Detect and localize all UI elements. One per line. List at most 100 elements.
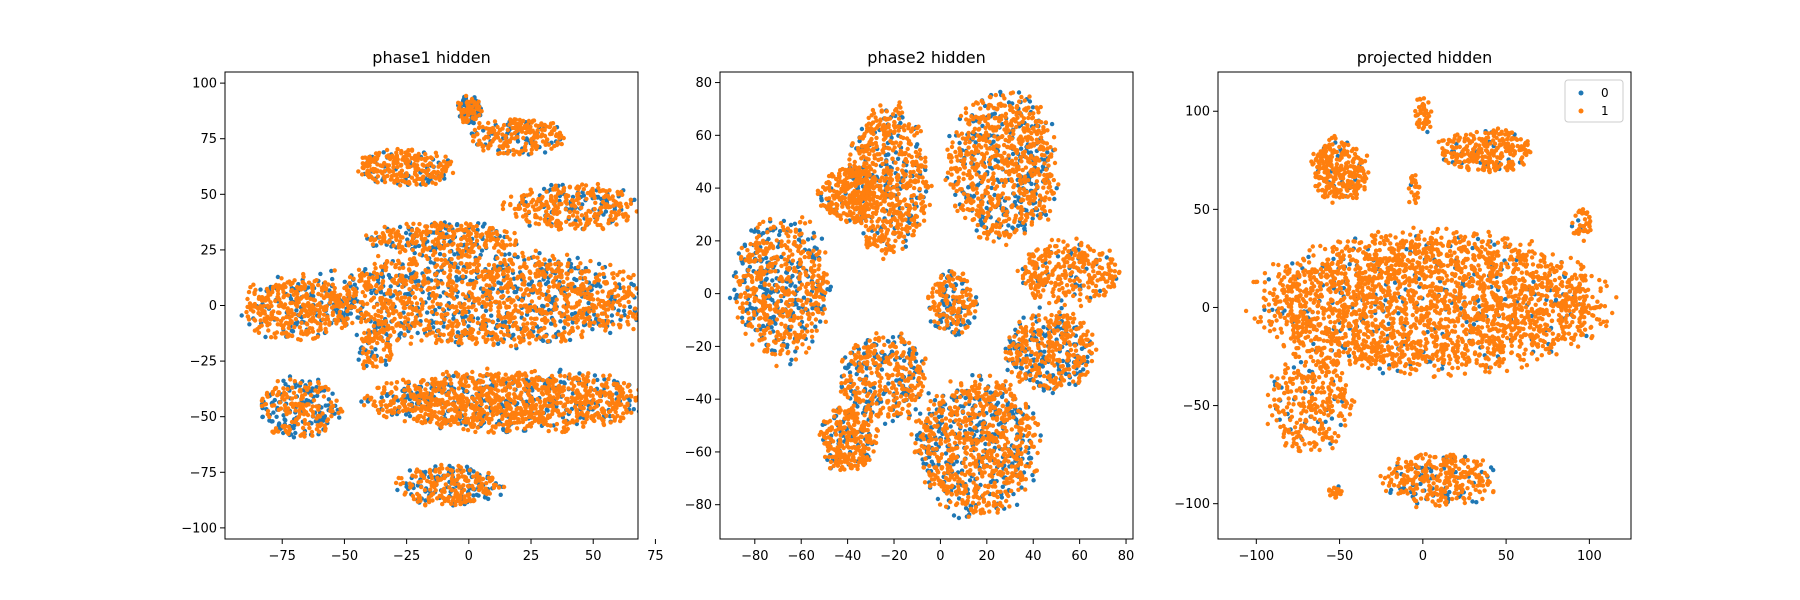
- scatter-point: [557, 201, 562, 207]
- scatter-point: [440, 281, 445, 286]
- scatter-point: [396, 405, 402, 410]
- scatter-point: [586, 300, 591, 306]
- scatter-point: [526, 305, 531, 310]
- scatter-point: [526, 292, 531, 298]
- scatter-point: [574, 418, 580, 423]
- scatter-point: [570, 213, 576, 218]
- scatter-point: [295, 422, 301, 427]
- scatter-point: [488, 270, 493, 275]
- scatter-point: [618, 418, 623, 424]
- scatter-point: [439, 257, 444, 263]
- scatter-point: [547, 221, 552, 227]
- scatter-point: [294, 302, 299, 308]
- scatter-point: [406, 148, 411, 153]
- scatter-point: [567, 372, 572, 377]
- scatter-point: [338, 292, 343, 298]
- scatter-point: [285, 386, 290, 392]
- scatter-point: [477, 301, 482, 306]
- scatter-point: [437, 251, 443, 257]
- scatter-point: [604, 281, 610, 286]
- scatter-point: [529, 147, 534, 152]
- scatter-point: [366, 169, 371, 174]
- scatter-point: [526, 202, 531, 208]
- scatter-point: [321, 312, 327, 317]
- scatter-point: [500, 239, 505, 244]
- scatter-point: [441, 239, 447, 245]
- scatter-point: [306, 421, 311, 427]
- scatter-point: [382, 303, 387, 308]
- scatter-point: [571, 420, 576, 425]
- scatter-point: [473, 307, 479, 313]
- scatter-point: [608, 330, 613, 336]
- scatter-point: [427, 305, 432, 310]
- scatter-point: [426, 296, 432, 301]
- scatter-point: [527, 129, 532, 134]
- scatter-point: [513, 238, 519, 243]
- scatter-point: [459, 334, 464, 339]
- scatter-point: [464, 261, 469, 267]
- scatter-point: [545, 302, 550, 308]
- scatter-point: [457, 227, 462, 232]
- scatter-point: [464, 464, 470, 469]
- scatter-point: [505, 289, 510, 295]
- scatter-point: [494, 242, 500, 247]
- scatter-point: [540, 303, 545, 309]
- scatter-point: [433, 295, 438, 300]
- scatter-point: [404, 153, 409, 158]
- scatter-point: [290, 300, 295, 305]
- scatter-point: [446, 234, 452, 239]
- scatter-point: [492, 245, 497, 250]
- scatter-point: [542, 402, 547, 408]
- scatter-point: [379, 271, 384, 277]
- scatter-point: [482, 268, 487, 274]
- scatter-point: [521, 118, 526, 124]
- scatter-point: [460, 292, 466, 297]
- scatter-point: [441, 159, 447, 164]
- scatter-point: [276, 389, 281, 395]
- scatter-point: [381, 398, 386, 404]
- scatter-point: [603, 328, 608, 333]
- scatter-point: [615, 311, 620, 317]
- scatter-point: [275, 379, 280, 384]
- scatter-point: [406, 262, 412, 267]
- scatter-point: [323, 321, 328, 326]
- scatter-point: [535, 128, 540, 133]
- scatter-point: [430, 330, 435, 335]
- scatter-point: [552, 126, 557, 131]
- scatter-point: [394, 380, 400, 385]
- scatter-point: [451, 373, 456, 379]
- scatter-point: [553, 269, 559, 274]
- scatter-point: [389, 389, 394, 395]
- scatter-point: [359, 316, 364, 322]
- scatter-point: [579, 396, 584, 401]
- scatter-point: [575, 192, 580, 197]
- scatter-point: [530, 333, 535, 339]
- scatter-point: [583, 401, 588, 407]
- scatter-point: [547, 414, 552, 420]
- scatter-point: [342, 323, 348, 328]
- scatter-point: [528, 316, 534, 321]
- scatter-point: [445, 325, 450, 330]
- scatter-point: [626, 322, 631, 327]
- scatter-point: [391, 329, 397, 334]
- scatter-point: [290, 333, 295, 339]
- scatter-point: [481, 277, 486, 282]
- scatter-point: [520, 416, 525, 421]
- scatter-point: [484, 238, 489, 243]
- scatter-point: [508, 343, 514, 349]
- scatter-point: [488, 402, 494, 407]
- scatter-point: [276, 423, 281, 428]
- scatter-point: [328, 296, 334, 302]
- scatter-point: [279, 276, 284, 281]
- scatter-point: [306, 280, 312, 285]
- scatter-point: [463, 309, 469, 315]
- scatter-point: [247, 305, 252, 310]
- scatter-point: [423, 253, 429, 259]
- scatter-point: [478, 373, 483, 378]
- scatter-point: [419, 156, 424, 161]
- scatter-point: [429, 414, 434, 419]
- scatter-point: [311, 336, 316, 341]
- scatter-point: [525, 332, 531, 337]
- scatter-point: [477, 255, 482, 261]
- scatter-point: [493, 372, 498, 377]
